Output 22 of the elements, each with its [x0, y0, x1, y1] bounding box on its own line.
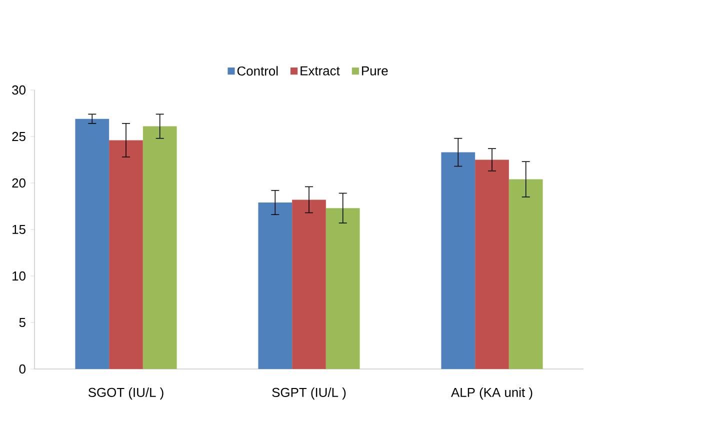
legend-label: Extract: [300, 66, 340, 76]
x-tick-label: SGOT (IU/L ): [88, 388, 164, 400]
bar: [75, 118, 110, 369]
bar: [109, 140, 143, 369]
y-tick-label: 5: [19, 318, 26, 328]
bar: [475, 160, 509, 369]
bar: [441, 152, 476, 369]
legend-label: Control: [237, 66, 278, 76]
legend-label: Pure: [362, 66, 388, 76]
bar: [258, 202, 292, 369]
bar: [142, 126, 177, 369]
y-tick-label: 10: [12, 271, 26, 281]
y-tick-label: 0: [19, 364, 26, 374]
y-tick-label: 15: [12, 224, 26, 234]
bar: [326, 208, 360, 369]
y-tick-label: 30: [12, 85, 26, 95]
y-tick-label: 25: [12, 132, 26, 142]
x-tick-label: ALP (KA unit ): [451, 388, 532, 400]
bar: [508, 179, 543, 369]
x-tick-label: SGPT (IU/L ): [272, 388, 346, 400]
bar: [292, 200, 326, 369]
y-tick-label: 20: [12, 178, 26, 188]
